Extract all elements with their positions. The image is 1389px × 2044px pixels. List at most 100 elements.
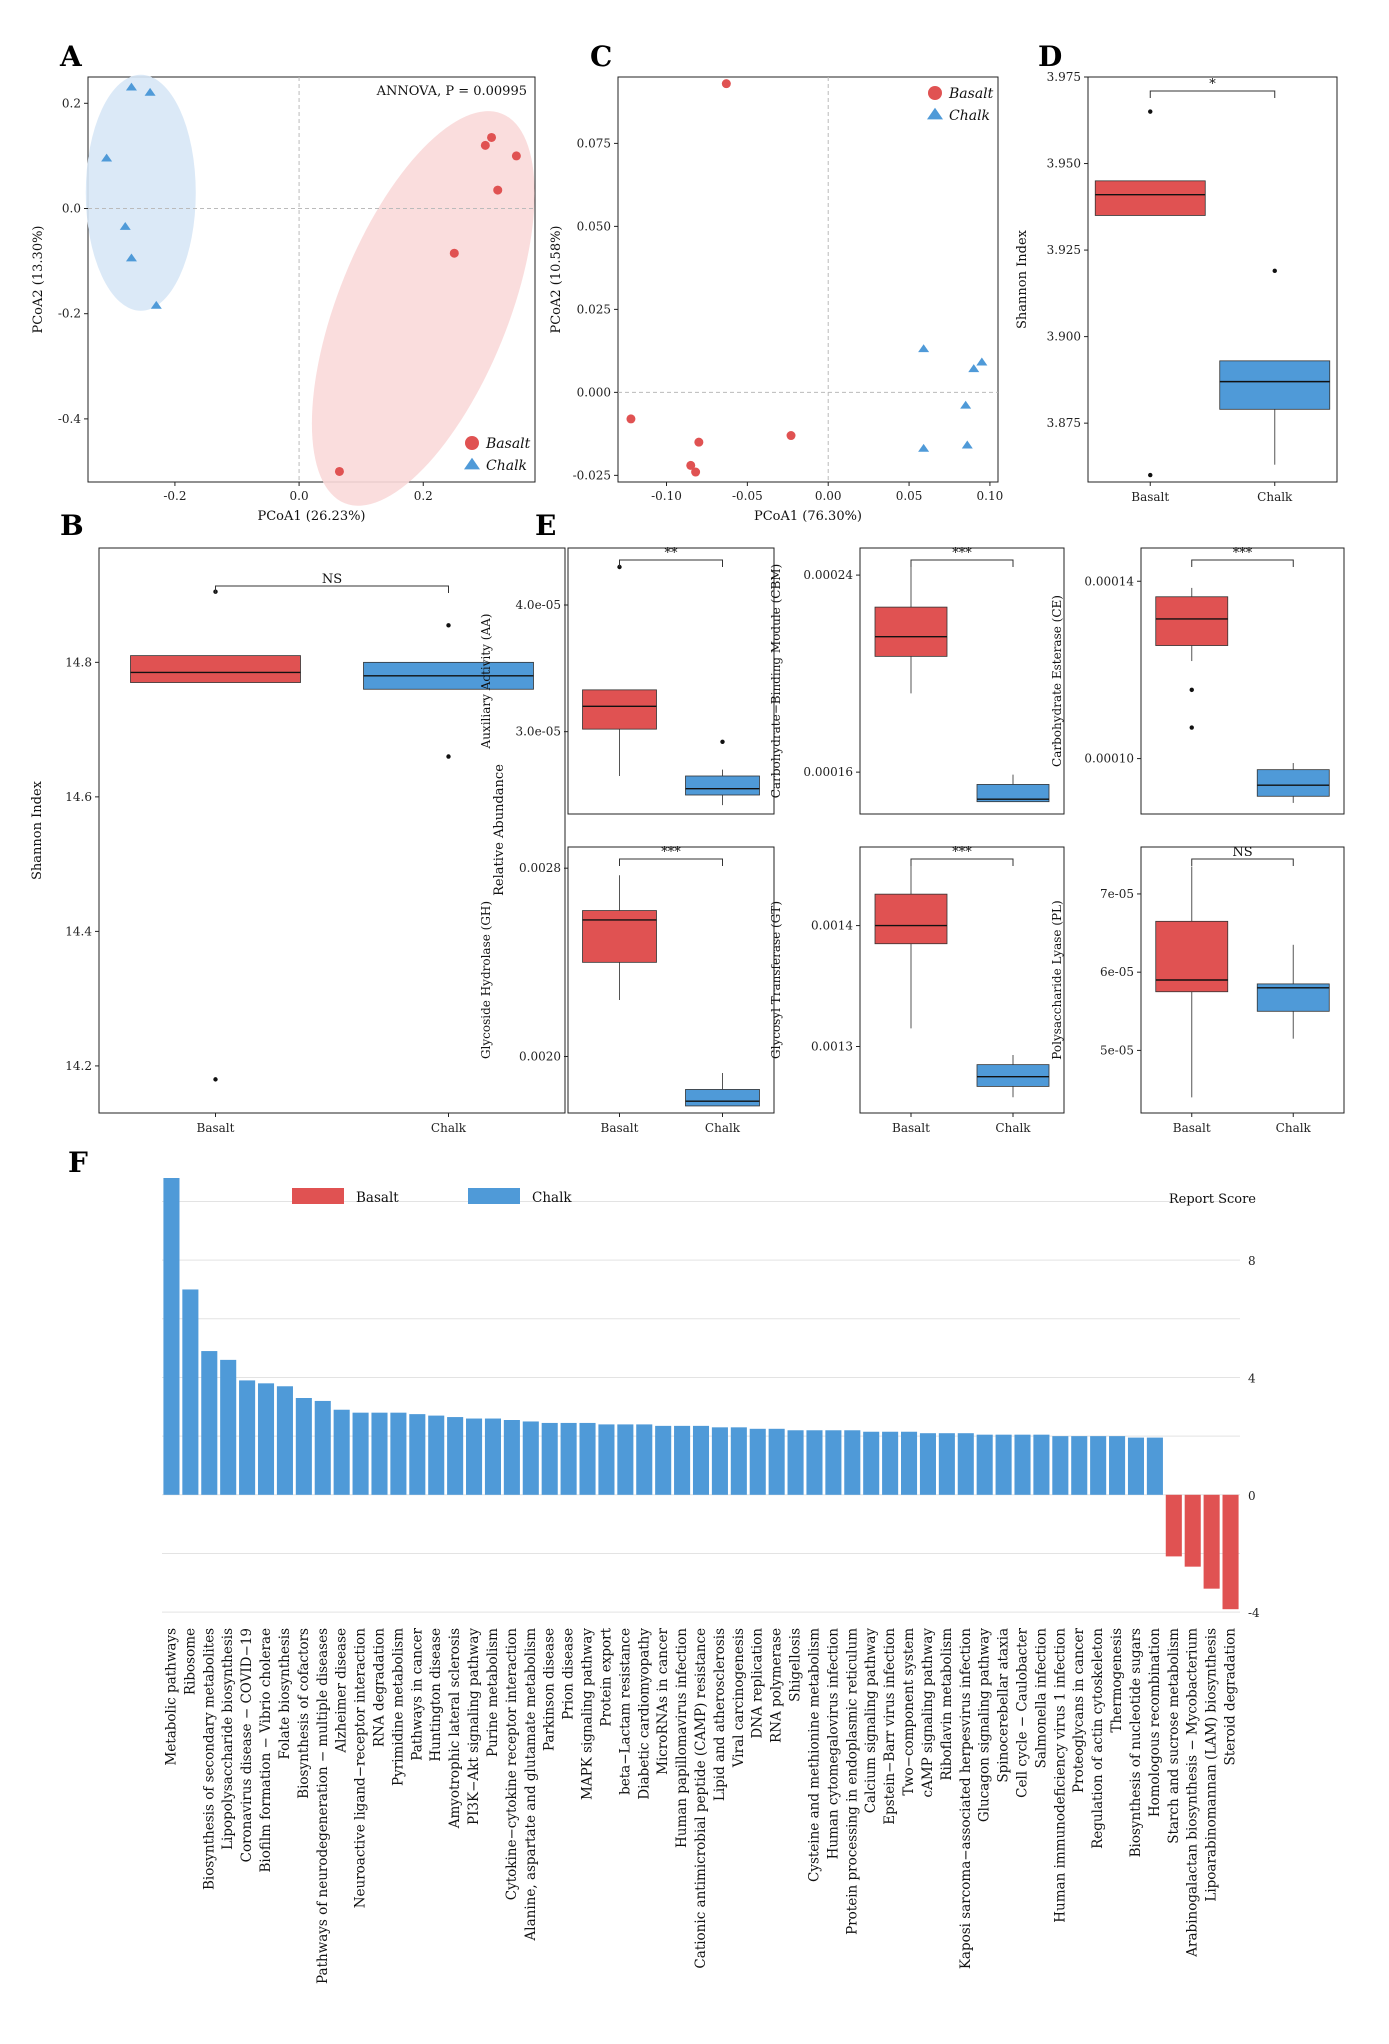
panel-c-point-chalk	[968, 364, 980, 373]
panel-f-category-label: Alzheimer disease	[334, 1628, 350, 1754]
panel-f-bar	[220, 1359, 237, 1495]
panel-f-legend-label: Basalt	[356, 1190, 399, 1206]
panel-f-bar	[371, 1412, 388, 1495]
panel-c-point-basalt	[721, 79, 731, 89]
panel-d-ytick-label: 3.900	[1047, 330, 1081, 344]
panel-e5-xtick-label: Chalk	[995, 1121, 1031, 1135]
panel-f-category-label: Cell cycle − Caulobacter	[1015, 1627, 1031, 1797]
panel-e4-ytick-label: 0.0020	[519, 1050, 561, 1064]
panel-f-bar	[806, 1430, 823, 1495]
panel-a-annotation: ANNOVA, P = 0.00995	[376, 84, 527, 99]
panel-f-category-label: Huntington disease	[428, 1628, 444, 1762]
panel-e5-sig-bracket	[910, 858, 1014, 866]
panel-e2-box-chalk	[976, 784, 1050, 803]
panel-e5-ylabel: Glycosyl Transferase (GT)	[769, 901, 783, 1059]
panel-f-bar	[919, 1433, 936, 1495]
panel-a-point-basalt	[511, 151, 521, 161]
panel-label-d: D	[1038, 40, 1062, 73]
panel-a-ytick-label: 0.0	[62, 201, 81, 215]
panel-f-bar	[257, 1383, 275, 1495]
panel-f-bar	[1014, 1434, 1031, 1495]
panel-e4-xtick-label: Basalt	[601, 1121, 639, 1135]
panel-c-legend-label: Basalt	[948, 86, 994, 102]
panel-f-category-label: Pyrimidine metabolism	[390, 1628, 406, 1786]
panel-c-xlabel: PCoA1 (76.30%)	[754, 509, 862, 524]
panel-e2-box-basalt	[874, 606, 948, 657]
panel-f-bar	[1033, 1434, 1050, 1495]
panel-a-legend-label: Chalk	[486, 458, 527, 474]
panel-c-legend-label: Chalk	[949, 108, 990, 124]
panel-e3-sig-label: ***	[1233, 546, 1253, 561]
panel-e3-sig-bracket	[1191, 559, 1294, 567]
panel-d-ytick-label: 3.950	[1047, 157, 1081, 171]
panel-f-ytick-label: -4	[1248, 1606, 1260, 1620]
panel-a-chalk-ellipse	[85, 74, 196, 311]
panel-d-box-basalt	[1094, 180, 1206, 216]
panel-f-bar	[900, 1431, 918, 1495]
panel-c-xtick-label: -0.05	[732, 489, 763, 503]
panel-d-ylabel: Shannon Index	[1015, 229, 1030, 329]
panel-e3-ytick-label: 0.00010	[1084, 752, 1134, 766]
panel-c: -0.10 -0.05 0.00 0.05 0.10 0.075 0.050 0.025 0.0…	[549, 76, 1004, 524]
panel-e4-box-basalt	[582, 910, 657, 963]
panel-c-point-basalt	[786, 431, 796, 441]
panel-f-category-label: Alanine, aspartate and glutamate metabol…	[523, 1628, 539, 1942]
panel-e2-sig-label: ***	[952, 546, 972, 561]
panel-f-category-label: Biosynthesis of nucleotide sugars	[1128, 1628, 1144, 1857]
panel-f-category-label: Spinocerebellar ataxia	[996, 1628, 1012, 1783]
panel-f-bar	[692, 1425, 710, 1495]
panel-f: 8 4 0 -4 Report Score Basalt Chalk Metabolic pa…	[162, 1178, 1260, 1984]
panel-f-bar	[239, 1380, 256, 1495]
panel-b-ytick-label: 14.8	[65, 655, 92, 669]
panel-f-category-label: Lipoarabinomannan (LAM) biosynthesis	[1204, 1628, 1220, 1902]
panel-f-bar	[825, 1430, 842, 1495]
panel-f-category-label: RNA polymerase	[769, 1628, 785, 1743]
panel-d: 3.975 3.950 3.925 3.900 3.875 Shannon Index Ba…	[1015, 70, 1338, 504]
panel-b: 14.8 14.6 14.4 14.2 Shannon Index Basalt Chalk…	[30, 547, 566, 1135]
panel-e3-box-basalt	[1155, 596, 1229, 646]
panel-a-xtick-label: -0.2	[163, 489, 186, 503]
panel-a-legend-marker-basalt	[465, 436, 479, 450]
panel-f-category-label: RNA degradation	[371, 1628, 387, 1747]
panel-d-xtick-label: Chalk	[1257, 490, 1293, 504]
panel-d-ytick-label: 3.875	[1047, 416, 1081, 430]
panel-f-category-label: MicroRNAs in cancer	[655, 1627, 671, 1774]
panel-e2-ylabel: Carbohydrate−Binding Module (CBM)	[769, 564, 783, 799]
panel-f-ytick-label: 0	[1248, 1489, 1256, 1503]
panel-e5-xtick-label: Basalt	[892, 1121, 930, 1135]
panel-f-ytick-label: 4	[1248, 1371, 1256, 1385]
panel-a-ytick-label: -0.4	[58, 412, 82, 426]
panel-f-category-label: Steroid degradation	[1223, 1628, 1239, 1766]
panel-b-sig-label: NS	[322, 572, 342, 587]
panel-b-ylabel: Shannon Index	[30, 780, 45, 880]
panel-d-sig-bracket	[1149, 90, 1276, 98]
panel-c-point-chalk	[918, 443, 930, 452]
panel-c-legend-marker-chalk	[927, 107, 943, 120]
panel-b-xtick-label: Chalk	[431, 1121, 467, 1135]
panel-b-frame	[98, 547, 566, 1114]
panel-f-bar	[484, 1418, 502, 1495]
panel-d-outlier	[1148, 109, 1153, 114]
panel-b-ytick-label: 14.6	[65, 790, 92, 804]
panel-e5-box-chalk	[976, 1064, 1050, 1087]
panel-e3-ylabel: Carbohydrate Esterase (CE)	[1050, 595, 1064, 767]
panel-f-bar	[333, 1409, 350, 1495]
panel-f-bar	[674, 1425, 691, 1495]
panel-f-category-label: Prion disease	[561, 1628, 577, 1720]
panel-e4-xtick-label: Chalk	[705, 1121, 741, 1135]
panel-b-sig-bracket	[215, 585, 449, 593]
panel-f-category-label: Kaposi sarcoma−associated herpesvirus in…	[958, 1628, 974, 1969]
panel-c-xtick-label: 0.10	[977, 489, 1004, 503]
panel-f-bar	[1184, 1494, 1201, 1567]
panel-a-legend-marker-chalk	[464, 457, 480, 470]
panel-a-point-basalt	[487, 132, 497, 142]
panel-a-point-basalt	[493, 185, 503, 195]
panel-c-ytick-label: -0.025	[573, 468, 611, 482]
panel-f-bar	[1090, 1436, 1107, 1495]
panel-f-category-label: Human immunodeficiency virus 1 infection	[1052, 1628, 1068, 1923]
panel-f-bar	[655, 1425, 672, 1495]
panel-f-bar	[390, 1412, 407, 1495]
panel-e1-sig-bracket	[619, 559, 723, 567]
panel-f-bar	[995, 1434, 1012, 1495]
panel-f-category-label: Biosynthesis of cofactors	[296, 1628, 312, 1799]
